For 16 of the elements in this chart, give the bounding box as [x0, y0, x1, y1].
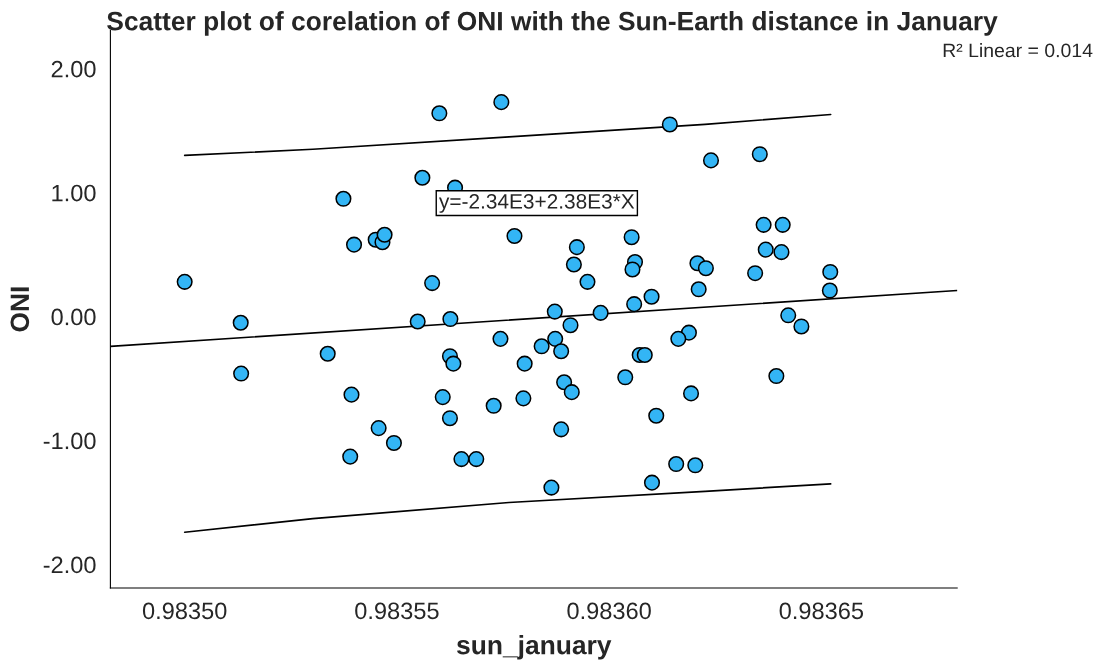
chart-title: Scatter plot of corelation of ONI with the Sun-Earth distance in January — [107, 11, 998, 36]
x-tick-label: 0.98360 — [567, 602, 651, 620]
y-tick-label: 0.00 — [51, 308, 96, 326]
line-series — [183, 483, 832, 534]
x-tick-label: 0.98350 — [142, 602, 227, 620]
y-tick-label: -1.00 — [43, 432, 96, 450]
x-tick-label: 0.98355 — [355, 602, 439, 620]
annotation: y=-2.34E3+2.38E3*X — [439, 193, 635, 213]
x-tick-label: 0.98365 — [779, 602, 864, 620]
annotation: R² Linear = 0.014 — [943, 43, 1093, 58]
y-tick-label: 2.00 — [51, 60, 96, 78]
x-axis-title: sun_january — [456, 635, 612, 660]
y-tick-label: -2.00 — [43, 556, 96, 574]
y-tick-label: 1.00 — [52, 184, 96, 202]
line-series — [183, 113, 832, 157]
y-axis-title: ONI — [10, 287, 30, 332]
